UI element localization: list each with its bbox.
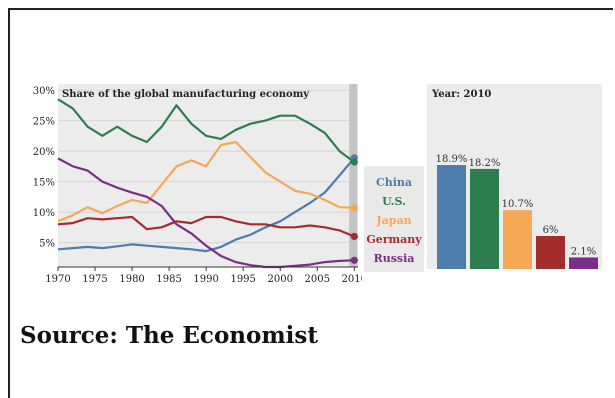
x-tick-label: 1970 [45, 274, 70, 285]
y-tick-label: 25% [33, 117, 55, 128]
bar-value-label: 10.7% [502, 199, 534, 210]
series-line-russia [57, 157, 355, 269]
y-tick-label: 5% [39, 239, 55, 250]
bar-value-label: 6% [543, 225, 559, 236]
x-tick-label: 2005 [305, 274, 330, 285]
series-line-us [57, 98, 355, 163]
x-tick-label: 2010 [342, 274, 362, 285]
bar-chart-title: Year: 2010 [431, 89, 491, 100]
x-tick-label: 1995 [230, 274, 255, 285]
current-year-highlight [349, 84, 358, 267]
x-tick-label: 1980 [119, 274, 144, 285]
legend-item-russia: Russia [373, 252, 415, 265]
series-endpoint-russia [350, 256, 358, 264]
series-line-china [57, 157, 356, 253]
series-line-germany [57, 215, 355, 238]
bar-china [437, 165, 466, 269]
line-chart: 5% 10% 15% 20% 25% 30% 1970 1975 1980 1985 1990 19… [33, 84, 362, 285]
legend: China U.S. Japan Germany Russia [364, 166, 424, 272]
series-line-japan [57, 140, 355, 223]
x-tick-label: 1990 [193, 274, 218, 285]
bar-chart: Year: 2010 18.9% 18.2% 10.7% 6% 2.1% [427, 84, 602, 269]
legend-item-germany: Germany [366, 233, 422, 246]
series-endpoint-japan [350, 204, 358, 212]
bar-value-label: 18.9% [436, 154, 468, 165]
bar-japan [503, 210, 532, 269]
y-tick-label: 15% [33, 178, 55, 189]
line-chart-title: Share of the global manufacturing econom… [62, 89, 310, 100]
bar-value-label: 2.1% [571, 246, 596, 257]
series-endpoint-germany [350, 232, 358, 241]
x-tick-label: 2000 [267, 274, 292, 285]
y-tick-label: 30% [33, 86, 55, 97]
x-tick-label: 1975 [82, 274, 107, 285]
bar-russia [569, 257, 598, 269]
legend-item-japan: Japan [376, 214, 412, 227]
bar-germany [536, 236, 565, 269]
bar-us [470, 168, 499, 269]
series-endpoint-us [350, 158, 358, 166]
y-tick-label: 10% [33, 208, 55, 219]
line-chart-plot-area [58, 84, 358, 267]
legend-item-china: China [375, 176, 413, 189]
source-caption: Source: The Economist [20, 322, 318, 349]
page-frame [8, 8, 613, 398]
legend-item-us: U.S. [382, 195, 406, 208]
x-tick-label: 1985 [156, 274, 181, 285]
bar-value-label: 18.2% [469, 158, 501, 169]
y-tick-label: 20% [33, 147, 55, 158]
